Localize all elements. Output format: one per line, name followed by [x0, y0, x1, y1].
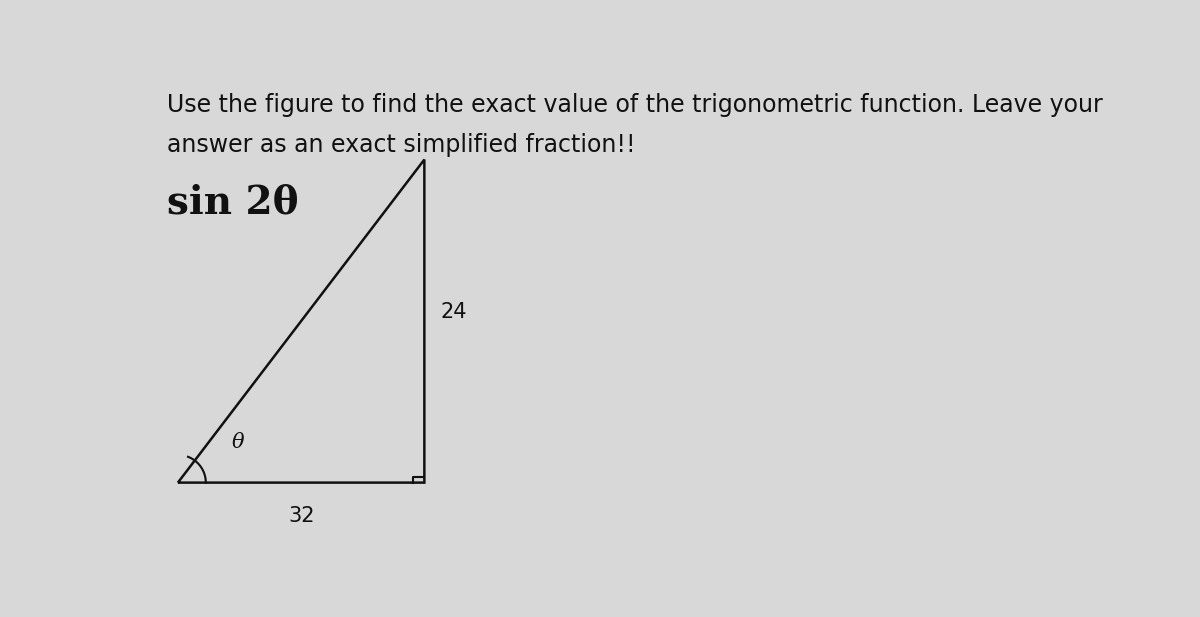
- Text: 32: 32: [288, 506, 314, 526]
- Text: 24: 24: [440, 302, 467, 321]
- Text: Use the figure to find the exact value of the trigonometric function. Leave your: Use the figure to find the exact value o…: [167, 93, 1103, 117]
- Text: θ: θ: [232, 433, 245, 452]
- Text: sin 2θ: sin 2θ: [167, 183, 299, 222]
- Text: answer as an exact simplified fraction!!: answer as an exact simplified fraction!!: [167, 133, 635, 157]
